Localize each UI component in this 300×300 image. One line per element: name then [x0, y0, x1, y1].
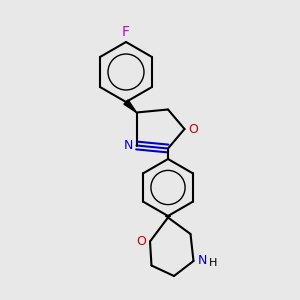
- Text: H: H: [209, 257, 217, 268]
- Polygon shape: [165, 216, 171, 218]
- Text: N: N: [123, 139, 133, 152]
- Text: N: N: [198, 254, 207, 268]
- Text: O: O: [188, 122, 198, 136]
- Text: O: O: [137, 235, 146, 248]
- Text: F: F: [122, 25, 130, 38]
- Polygon shape: [124, 100, 136, 112]
